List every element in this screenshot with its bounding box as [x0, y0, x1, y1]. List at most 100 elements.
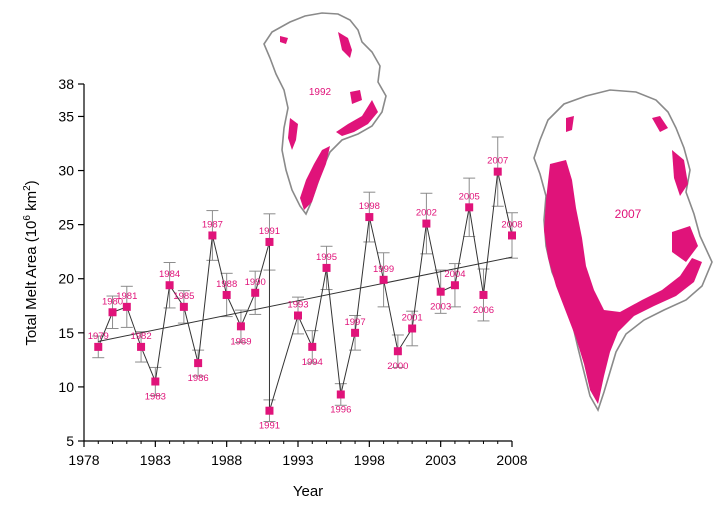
melt-region-1992-eastspot [350, 90, 362, 104]
melt-region-1992-east [338, 32, 352, 58]
data-point-label: 1984 [159, 269, 180, 280]
melt-region-2007-southeast [672, 226, 698, 262]
x-tick-label: 1988 [211, 452, 242, 468]
data-point-label: 2002 [416, 208, 437, 219]
data-point-label: 1981 [116, 291, 137, 302]
data-point [422, 219, 431, 228]
data-point [465, 203, 474, 212]
data-point-label: 1986 [188, 373, 209, 384]
data-point-label: 2007 [487, 156, 508, 167]
data-point-label: 1982 [130, 331, 151, 342]
data-point-label: 1999 [373, 264, 394, 275]
x-axis-ticks: 1978 1983 1988 1993 1998 2003 2008 [68, 441, 528, 468]
melt-region-1992-southeast [336, 100, 378, 136]
data-point-label: 1991 [259, 226, 280, 237]
y-tick-label: 5 [66, 433, 74, 449]
trend-line [98, 256, 513, 342]
data-point-label: 2004 [444, 269, 465, 280]
data-point [436, 287, 445, 296]
y-tick-label: 35 [58, 108, 74, 124]
x-axis-label: Year [293, 483, 323, 500]
y-tick-label: 15 [58, 325, 74, 341]
data-point-label: 1990 [245, 277, 266, 288]
x-tick-label: 1983 [140, 452, 171, 468]
data-point-label: 1988 [216, 279, 237, 290]
data-point-label: 1989 [230, 336, 251, 347]
melt-region-2007-east [672, 150, 688, 196]
melt-region-1992-south [300, 146, 330, 210]
data-point-label: 2001 [402, 312, 423, 323]
data-point [236, 322, 245, 331]
data-point-label: 2000 [387, 361, 408, 372]
data-point-label: 2005 [459, 191, 480, 202]
data-point [194, 359, 203, 368]
y-axis-label-main: Total Melt Area (10 [23, 221, 40, 346]
x-tick-label: 1998 [354, 452, 385, 468]
data-point-label: 1993 [287, 300, 308, 311]
melt-region-2007-north [566, 116, 574, 132]
data-point-label: 1991 [259, 421, 280, 432]
melt-region-2007-northeast [652, 116, 668, 132]
y-axis-label-exponent-2: 2 [22, 185, 33, 191]
data-point [94, 342, 103, 351]
data-point [351, 328, 360, 337]
data-point [294, 311, 302, 320]
data-point-label: 2008 [501, 219, 522, 230]
data-point-label: 2006 [473, 305, 494, 316]
data-point [379, 275, 388, 284]
data-point [479, 290, 488, 299]
data-point-label: 1980 [102, 296, 123, 307]
data-point [151, 377, 160, 386]
y-tick-label: 30 [58, 163, 74, 179]
y-tick-label: 10 [58, 379, 74, 395]
y-tick-label: 25 [58, 217, 74, 233]
data-point-label: 1995 [316, 252, 337, 263]
y-axis-label: Total Melt Area (106 km2) [22, 180, 40, 345]
data-point [365, 213, 374, 222]
data-point [265, 237, 274, 246]
data-point [122, 302, 131, 311]
x-tick-label: 2003 [425, 452, 456, 468]
data-point-label: 1979 [88, 331, 109, 342]
plot-area: 5 10 15 20 25 30 35 38 1978 1983 1988 1993 1998 2003… [22, 76, 528, 500]
data-point [165, 281, 174, 290]
y-axis-ticks: 5 10 15 20 25 30 35 38 [58, 76, 84, 449]
data-point [251, 288, 260, 297]
data-point [493, 167, 502, 176]
melt-region-2007-main [544, 160, 702, 404]
data-point-label: 1996 [330, 404, 351, 415]
y-tick-label: 38 [58, 76, 74, 92]
data-point [265, 406, 274, 415]
data-point [336, 390, 345, 399]
x-tick-label: 1993 [282, 452, 313, 468]
data-point-label: 1987 [202, 219, 223, 230]
y-axis-label-close: ) [23, 180, 40, 185]
data-point-label: 1997 [344, 317, 365, 328]
y-axis-label-exponent-1: 6 [22, 215, 33, 221]
data-point [137, 342, 146, 351]
greenland-map-1992: 1992 [263, 12, 387, 216]
data-point-label: 2003 [430, 302, 451, 313]
data-markers [94, 167, 516, 415]
x-tick-label: 1978 [68, 452, 99, 468]
data-point [208, 231, 217, 240]
data-point-label: 1998 [359, 201, 380, 212]
data-point-label: 1985 [173, 291, 194, 302]
data-point [393, 347, 402, 356]
data-point [450, 281, 459, 290]
greenland-map-2007: 2007 [533, 89, 713, 412]
data-point [408, 324, 417, 333]
data-point [108, 308, 117, 317]
map-label-2007: 2007 [615, 207, 642, 221]
map-label-1992: 1992 [309, 87, 332, 98]
data-point-label: 1983 [145, 392, 166, 403]
y-tick-label: 20 [58, 271, 74, 287]
data-point [508, 231, 516, 240]
data-point-label: 1994 [302, 357, 323, 368]
data-point [179, 302, 188, 311]
data-point [308, 342, 317, 351]
melt-region-1992-west [288, 118, 298, 150]
data-point [222, 290, 231, 299]
